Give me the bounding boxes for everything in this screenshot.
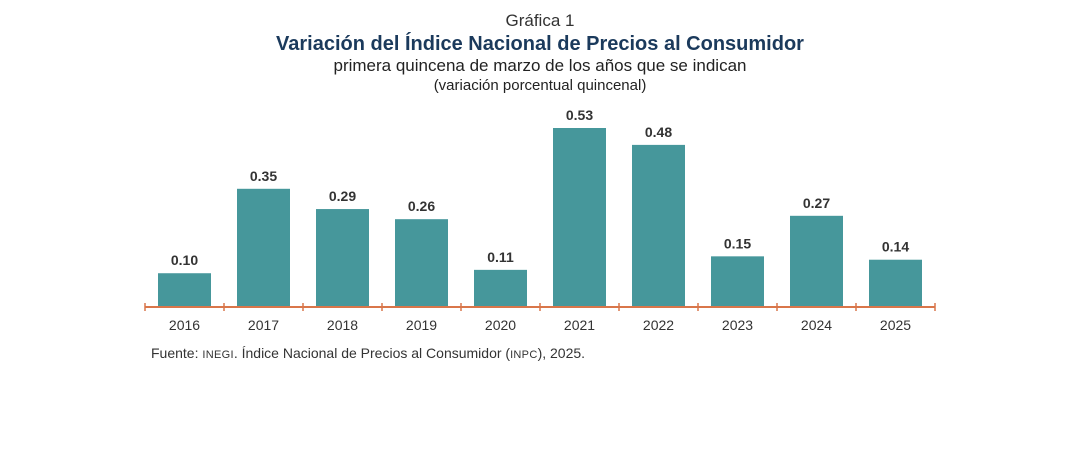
bar-2019 [395,219,448,307]
bar-2016 [158,273,211,307]
bar-2023 [711,256,764,307]
data-label-2018: 0.29 [329,188,356,204]
data-label-2023: 0.15 [724,235,751,251]
x-tick-label-2022: 2022 [643,317,674,333]
x-tick-label-2025: 2025 [880,317,911,333]
chart-subtitle: primera quincena de marzo de los años qu… [333,56,747,75]
source-org: INEGI [202,349,234,361]
bar-2017 [237,188,290,307]
source-prefix: Fuente: [151,345,203,361]
data-label-2024: 0.27 [803,195,830,211]
data-label-2016: 0.10 [171,252,198,268]
x-tick-label-2017: 2017 [248,317,279,333]
x-tick-label-2016: 2016 [169,317,200,333]
bar-2022 [632,144,685,307]
data-label-2019: 0.26 [408,198,435,214]
bar-2024 [790,215,843,307]
data-label-2025: 0.14 [882,239,909,255]
x-tick-label-2019: 2019 [406,317,437,333]
source-middle: . Índice Nacional de Precios al Consumid… [233,345,511,361]
bar-2025 [869,259,922,307]
chart-units: (variación porcentual quincenal) [433,77,647,94]
chart-label: Gráfica 1 [505,11,575,30]
data-label-2022: 0.48 [645,124,672,140]
x-tick-label-2021: 2021 [564,317,595,333]
chart-header: Gráfica 1 Variación del Índice Nacional … [0,10,1080,96]
x-tick-label-2020: 2020 [485,317,516,333]
source-abbr: INPC [510,349,538,361]
bar-2020 [474,269,527,307]
bar-2021 [553,128,606,307]
data-label-2020: 0.11 [487,249,514,265]
data-label-2021: 0.53 [566,107,593,123]
x-tick-label-2023: 2023 [722,317,753,333]
chart-title: Variación del Índice Nacional de Precios… [276,33,804,55]
source-suffix: ), 2025. [537,345,586,361]
bar-2018 [316,209,369,307]
x-tick-label-2018: 2018 [327,317,358,333]
x-tick-label-2024: 2024 [801,317,832,333]
data-label-2017: 0.35 [250,168,277,184]
source-note: Fuente: INEGI. Índice Nacional de Precio… [151,345,585,361]
